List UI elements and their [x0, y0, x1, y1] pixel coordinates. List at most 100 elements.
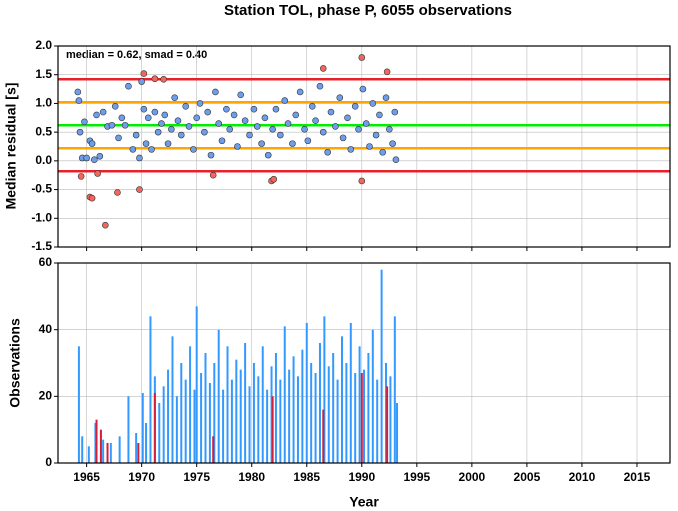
- point: [182, 103, 189, 110]
- x-tick-label: 1995: [403, 470, 430, 484]
- y-tick-label: 1.5: [35, 67, 52, 81]
- point: [151, 75, 159, 83]
- bar: [141, 393, 144, 463]
- point: [386, 125, 393, 133]
- point: [389, 140, 396, 147]
- point: [96, 152, 104, 160]
- point: [136, 154, 143, 162]
- y-tick-label: 60: [39, 255, 53, 269]
- chart-title: Station TOL, phase P, 6055 observations: [224, 2, 512, 19]
- point: [91, 156, 98, 164]
- y-tick-label: -1.5: [31, 239, 52, 253]
- bar: [323, 316, 326, 463]
- point: [177, 131, 185, 139]
- point: [140, 70, 148, 77]
- bar: [184, 379, 187, 463]
- bar: [135, 433, 138, 463]
- bar: [336, 379, 339, 463]
- point: [358, 177, 366, 185]
- bar: [167, 369, 170, 463]
- point: [312, 117, 319, 124]
- point: [351, 103, 359, 110]
- bar: [367, 353, 370, 463]
- point: [253, 123, 261, 130]
- point: [359, 85, 367, 93]
- point: [94, 170, 101, 177]
- annotation: median = 0.62, smad = 0.40: [66, 49, 207, 61]
- bar: [193, 389, 196, 463]
- point: [132, 131, 140, 139]
- bar: [230, 379, 233, 463]
- bar: [226, 346, 229, 463]
- y-tick-label: 2.0: [35, 38, 52, 52]
- bar: [345, 363, 348, 463]
- point: [215, 120, 223, 127]
- point: [319, 128, 327, 136]
- bar: [106, 443, 109, 463]
- point: [324, 148, 331, 156]
- point: [115, 134, 122, 142]
- point: [218, 137, 226, 145]
- point: [148, 146, 155, 153]
- point: [292, 111, 300, 119]
- point: [114, 189, 121, 196]
- bar: [102, 439, 105, 463]
- point: [99, 108, 107, 116]
- point: [372, 131, 380, 139]
- bar: [162, 386, 165, 463]
- bar: [95, 419, 98, 463]
- point: [142, 140, 150, 147]
- y-tick-label: 0.0: [35, 153, 52, 167]
- point: [190, 146, 197, 153]
- point: [140, 105, 148, 113]
- point: [136, 186, 143, 193]
- bar: [137, 443, 140, 463]
- bar: [376, 379, 379, 463]
- point: [83, 154, 90, 162]
- point: [376, 111, 383, 119]
- bar: [261, 346, 264, 463]
- bar: [149, 316, 152, 463]
- point: [138, 78, 145, 85]
- y-tick-label: 20: [39, 389, 53, 403]
- bar: [94, 423, 97, 463]
- bar: [371, 329, 374, 463]
- bar: [99, 429, 102, 463]
- y-axis-label: Observations: [7, 318, 23, 408]
- x-axis-label: Year: [349, 494, 379, 510]
- bar: [204, 353, 207, 463]
- bar: [235, 359, 238, 463]
- point: [75, 97, 83, 104]
- point: [277, 131, 284, 139]
- point: [366, 143, 373, 150]
- point: [171, 94, 178, 101]
- point: [355, 125, 362, 133]
- point: [121, 121, 129, 129]
- point: [111, 103, 119, 110]
- point: [347, 146, 355, 153]
- x-tick-label: 1985: [293, 470, 320, 484]
- point: [296, 88, 304, 96]
- y-tick-label: 1.0: [35, 96, 52, 110]
- point: [144, 114, 152, 122]
- bar: [283, 326, 286, 463]
- bar: [386, 386, 389, 463]
- bar: [340, 336, 343, 463]
- bar: [393, 316, 396, 463]
- bar: [222, 389, 225, 463]
- point: [258, 140, 265, 147]
- point: [164, 140, 172, 147]
- bar: [257, 376, 260, 463]
- point: [382, 94, 390, 101]
- point: [272, 105, 280, 113]
- plot-frame: [57, 262, 671, 464]
- point: [151, 108, 159, 116]
- bar: [213, 363, 216, 463]
- bar: [318, 343, 321, 463]
- point: [230, 111, 238, 119]
- bar: [270, 366, 273, 463]
- bar: [109, 443, 112, 463]
- bar: [301, 349, 304, 463]
- point: [207, 151, 215, 159]
- point: [76, 128, 84, 136]
